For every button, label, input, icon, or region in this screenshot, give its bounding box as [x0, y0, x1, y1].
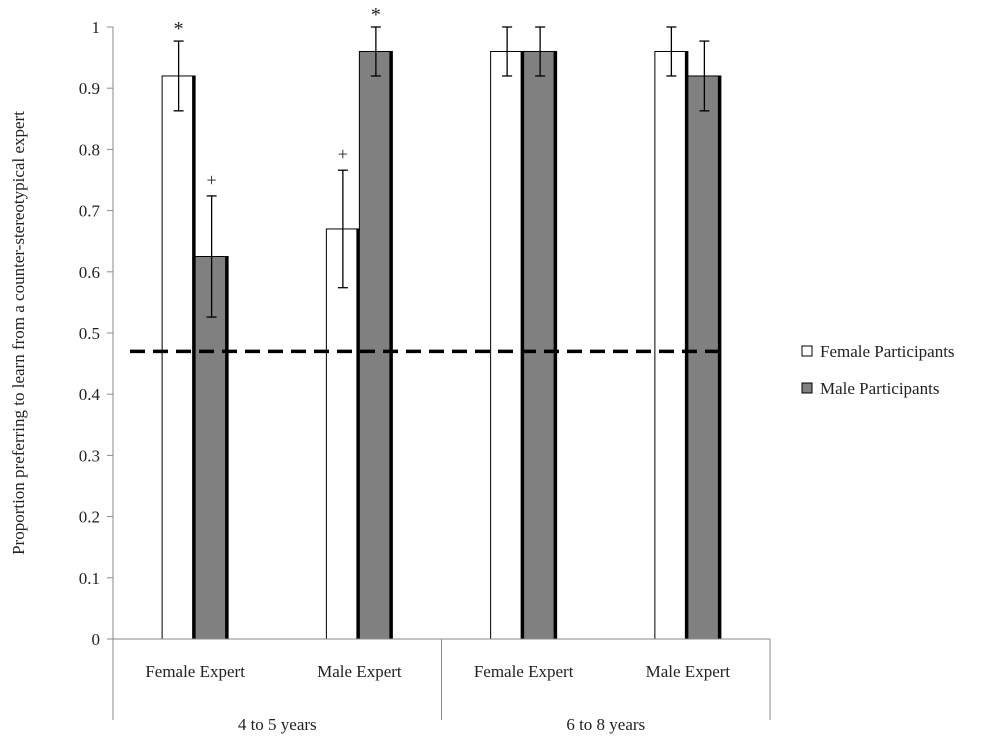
bar-male-participants — [687, 75, 722, 640]
significance-marker: * — [371, 4, 381, 26]
bar-female-participants — [325, 228, 360, 640]
significance-marker: * — [174, 18, 184, 40]
bar-female-participants — [490, 50, 525, 640]
legend-label: Male Participants — [820, 379, 939, 398]
bar-edge-shadow — [356, 228, 360, 639]
legend-label: Female Participants — [820, 342, 955, 361]
y-tick-label: 0.4 — [79, 385, 101, 404]
significance-marker: + — [338, 144, 348, 164]
y-tick-label: 0.9 — [79, 79, 100, 98]
bar-male-participants — [523, 50, 558, 640]
y-tick-label: 0.1 — [79, 569, 100, 588]
bar-male-participants — [358, 50, 393, 640]
bar-edge-shadow — [389, 51, 393, 640]
y-tick-label: 0.2 — [79, 508, 100, 527]
y-tick-label: 0 — [92, 630, 101, 649]
y-tick-label: 0.3 — [79, 446, 100, 465]
y-tick-label: 0.8 — [79, 140, 100, 159]
x-group-label: 6 to 8 years — [566, 715, 645, 734]
bar-edge-shadow — [520, 51, 524, 640]
bar-edge-shadow — [717, 75, 721, 639]
bar-edge-shadow — [684, 51, 688, 640]
y-tick-label: 0.5 — [79, 324, 100, 343]
x-group-label: 4 to 5 years — [238, 715, 317, 734]
y-axis-label: Proportion preferring to learn from a co… — [9, 111, 28, 555]
legend: Female Participants Male Participants — [801, 342, 955, 398]
y-tick-label: 0.7 — [79, 202, 101, 221]
x-axis: Female Expert Male Expert Female Expert Mal… — [112, 638, 771, 734]
y-tick-label: 1 — [92, 18, 101, 37]
legend-swatch — [801, 382, 813, 394]
x-tick-label: Female Expert — [145, 662, 245, 681]
bar-female-participants — [161, 75, 196, 640]
y-axis: 0 0.1 0.2 0.3 0.4 0.5 0.6 0.7 0.8 0.9 1 — [79, 18, 114, 649]
bar-edge-shadow — [225, 256, 229, 639]
bar-edge-shadow — [192, 75, 196, 639]
bars: * + + * — [161, 4, 722, 640]
x-tick-label: Male Expert — [646, 662, 731, 681]
x-tick-label: Female Expert — [474, 662, 574, 681]
legend-swatch — [801, 345, 813, 357]
bar-female-participants — [654, 50, 689, 640]
significance-marker: + — [207, 170, 217, 190]
bar-edge-shadow — [553, 51, 557, 640]
y-tick-label: 0.6 — [79, 263, 100, 282]
x-tick-label: Male Expert — [317, 662, 402, 681]
